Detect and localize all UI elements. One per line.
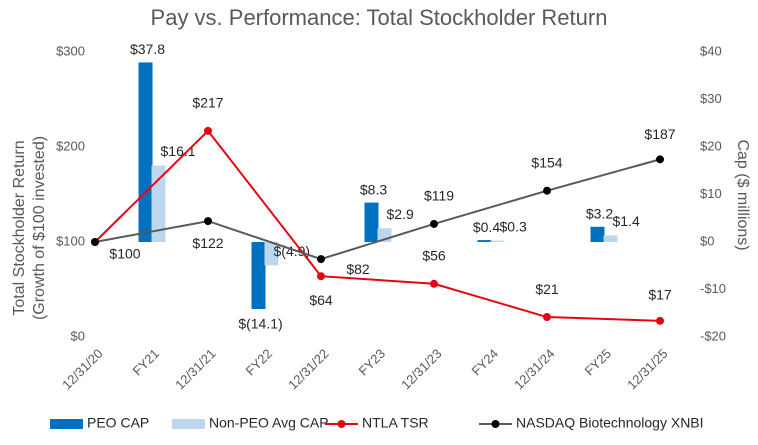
data-label: $2.9	[387, 206, 414, 222]
legend-swatch	[50, 419, 83, 429]
data-label: $21	[535, 281, 559, 297]
data-label: $1.4	[613, 213, 640, 229]
y2-tick-label: $10	[700, 186, 722, 201]
data-label: $0.4	[473, 219, 500, 235]
data-label: $122	[192, 235, 223, 251]
marker	[317, 255, 325, 264]
data-label: $56	[422, 248, 446, 264]
y-axis-label: (Growth of $100 invested)	[31, 136, 48, 320]
x-tick-label: 12/31/25	[624, 346, 670, 392]
marker	[543, 313, 551, 322]
marker	[204, 126, 212, 135]
x-tick-label: 12/31/22	[285, 346, 331, 392]
marker	[430, 219, 438, 228]
data-label: $37.8	[130, 41, 165, 57]
y-tick-label: $0	[71, 328, 85, 343]
data-label: $8.3	[360, 181, 387, 197]
legend-label: NTLA TSR	[362, 415, 429, 431]
marker	[91, 238, 99, 246]
data-label: $17	[648, 287, 672, 303]
y2-tick-label: $0	[700, 233, 714, 248]
line	[94, 158, 661, 261]
bar	[264, 242, 279, 266]
data-label: $187	[644, 126, 675, 142]
data-label: $0.3	[500, 218, 527, 234]
y2-tick-label: -$20	[700, 328, 726, 343]
bar	[490, 240, 505, 242]
legend-label: NASDAQ Biotechnology XNBI	[516, 415, 704, 431]
data-label: $82	[346, 261, 370, 277]
bar	[364, 202, 379, 242]
marker	[656, 316, 664, 325]
y-tick-label: $200	[56, 138, 85, 153]
data-label: $154	[531, 154, 562, 170]
y2-tick-label: -$10	[700, 281, 726, 296]
chart-title: Pay vs. Performance: Total Stockholder R…	[151, 5, 608, 30]
x-tick-label: 12/31/21	[172, 346, 218, 392]
x-tick-label: 12/31/24	[511, 346, 557, 392]
x-tick-label: FY24	[468, 346, 501, 379]
marker	[543, 186, 551, 195]
bar	[151, 165, 166, 242]
y-axis-label: Total Stockholder Return	[11, 140, 28, 315]
bar	[251, 242, 266, 309]
x-tick-label: 12/31/23	[398, 346, 444, 392]
data-label: $100	[109, 246, 140, 262]
y2-axis-label: Cap ($ millions)	[734, 139, 751, 250]
marker	[204, 217, 212, 226]
marker	[317, 272, 325, 281]
data-label: $217	[192, 95, 223, 111]
legend-swatch	[491, 420, 500, 428]
y2-tick-label: $40	[700, 43, 722, 58]
data-label: $16.1	[161, 143, 196, 159]
data-label: $(14.1)	[238, 316, 282, 332]
legend-swatch	[337, 420, 346, 428]
marker	[656, 155, 664, 164]
x-tick-label: FY21	[129, 346, 162, 379]
y2-tick-label: $20	[700, 138, 722, 153]
y-tick-label: $100	[56, 233, 85, 248]
data-label: $3.2	[586, 206, 613, 222]
y2-tick-label: $30	[700, 91, 722, 106]
legend-swatch	[172, 419, 205, 429]
marker	[430, 279, 438, 288]
line	[94, 129, 661, 322]
data-label: $119	[424, 188, 454, 204]
y-tick-label: $300	[56, 43, 85, 58]
x-tick-label: FY22	[242, 346, 275, 379]
x-tick-label: FY25	[581, 346, 614, 379]
bar	[477, 240, 492, 242]
bar	[590, 226, 605, 242]
x-tick-label: 12/31/20	[59, 346, 105, 392]
bar	[138, 62, 153, 243]
bar	[603, 235, 618, 242]
x-tick-label: FY23	[355, 346, 388, 379]
legend-label: Non-PEO Avg CAP	[209, 415, 329, 431]
data-label: $64	[309, 292, 333, 308]
legend-label: PEO CAP	[87, 415, 149, 431]
